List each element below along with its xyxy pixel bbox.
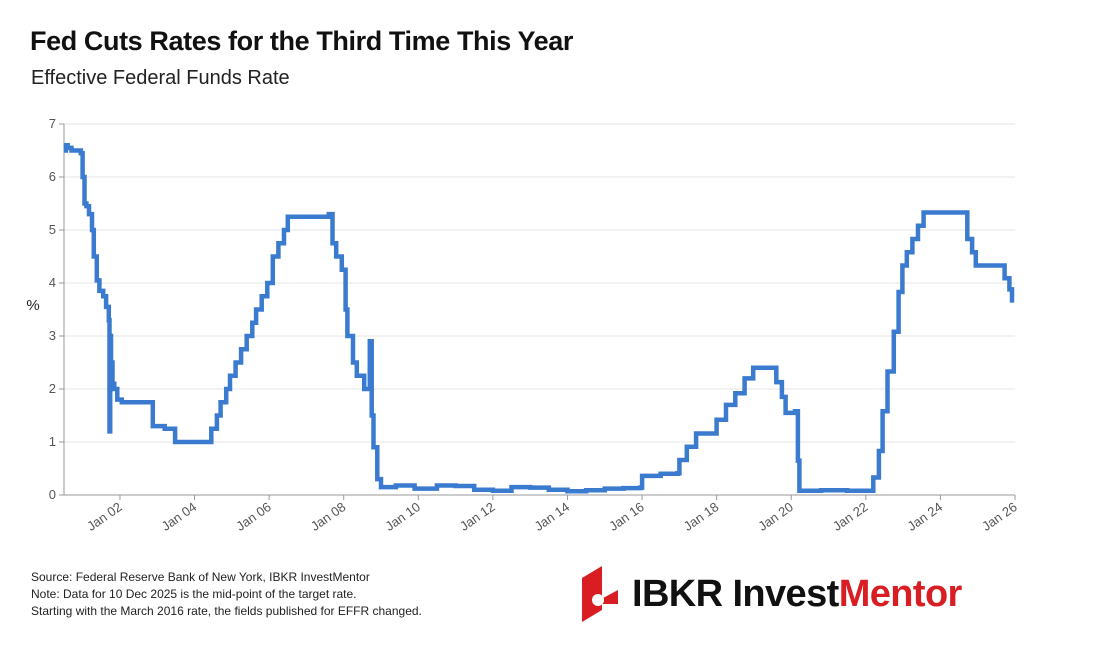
x-tick-label: Jan 14 [532,499,573,534]
method-note: Starting with the March 2016 rate, the f… [31,604,422,618]
y-tick-label: 7 [49,116,56,131]
y-tick-label: 4 [49,275,56,290]
y-axis-label: % [26,297,39,314]
x-tick-label: Jan 22 [830,499,871,534]
ibkr-investmentor-logo: IBKR InvestMentor [580,564,962,624]
y-tick-label: 0 [49,487,56,502]
x-tick-label: Jan 20 [755,499,796,534]
logo-invest-text: Invest [732,572,839,615]
x-tick-label: Jan 12 [457,499,498,534]
x-tick-label: Jan 04 [159,499,200,534]
gridlines [64,123,1015,443]
x-tick-label: Jan 16 [606,499,647,534]
x-tick-label: Jan 08 [308,499,349,534]
series-line-effr [63,142,1015,494]
x-tick-label: Jan 06 [233,499,274,534]
y-tick-label: 3 [49,328,56,343]
axes: 0 1 2 3 4 5 6 7% Jan 02 Jan 04 Jan 06 Jan 08 Jan 10 J… [26,116,1019,534]
source-note: Source: Federal Reserve Bank of New York… [31,570,370,584]
logo-mentor-text: Mentor [838,572,963,615]
y-tick-label: 6 [49,169,56,184]
x-tick-label: Jan 26 [979,499,1020,534]
logo-ibkr-text: IBKR [632,572,733,615]
chart-subtitle: Effective Federal Funds Rate [31,67,290,89]
y-tick-label: 2 [49,381,56,396]
y-tick-label: 1 [49,434,56,449]
x-tick-label: Jan 02 [84,499,125,534]
footnotes: Source: Federal Reserve Bank of New York… [31,569,422,620]
series-layer [63,142,1015,494]
x-tick-label: Jan 24 [905,499,946,534]
chart-title: Fed Cuts Rates for the Third Time This Y… [30,26,573,56]
x-tick-label: Jan 18 [681,499,722,534]
y-tick-label: 5 [49,222,56,237]
x-tick-label: Jan 10 [382,499,423,534]
data-note: Note: Data for 10 Dec 2025 is the mid-po… [31,587,357,601]
ibkr-brand-icon [582,566,618,622]
